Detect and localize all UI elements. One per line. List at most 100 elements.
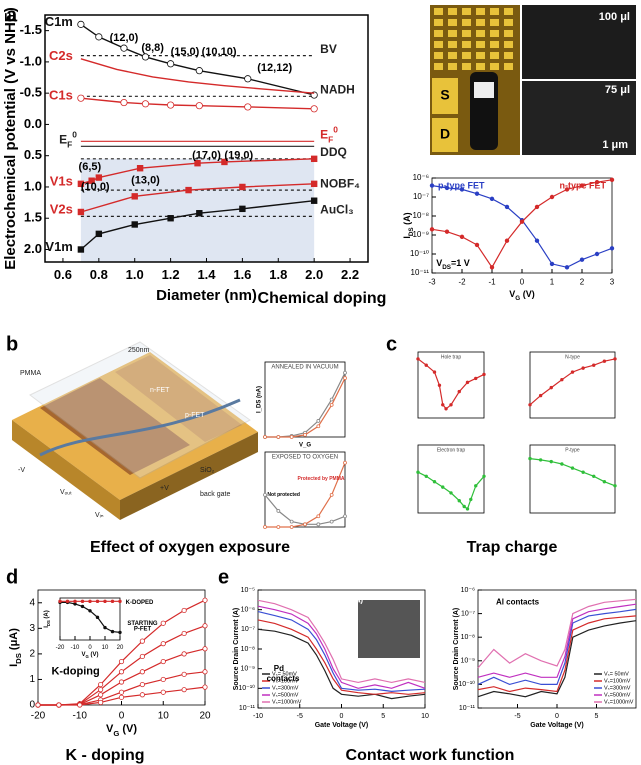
y-tick-label: 0.5 [24, 147, 42, 162]
marker [182, 631, 186, 635]
marker [311, 156, 317, 162]
annotation: P-FET [134, 627, 152, 633]
marker [317, 515, 320, 518]
marker [450, 492, 453, 495]
marker [582, 471, 585, 474]
marker [535, 239, 539, 243]
marker [203, 685, 207, 689]
text-part: (μA) [8, 628, 20, 653]
marker [119, 695, 123, 699]
marker [104, 626, 107, 629]
marker [57, 703, 61, 707]
legend-label: n-type FET [560, 180, 607, 190]
annotation: (10,0) [81, 181, 110, 193]
marker [483, 373, 486, 376]
pad [434, 52, 443, 59]
device-label: Vₒᵤₜ [60, 489, 72, 496]
x-tick-label: 1.8 [269, 267, 287, 282]
x-tick-label: -1 [488, 277, 496, 286]
x-tick-label: 1 [550, 277, 555, 286]
marker [505, 205, 509, 209]
series-label: V1s [50, 173, 73, 188]
y-tick-label: 0.0 [24, 116, 42, 131]
x-tick-label: 2 [580, 277, 585, 286]
marker [78, 21, 84, 27]
caption: Effect of oxygen exposure [90, 539, 290, 556]
chart-title: Electron trap [437, 447, 466, 453]
marker [119, 670, 123, 674]
text-part: DS [14, 653, 23, 664]
marker [614, 485, 617, 488]
pad [448, 19, 457, 26]
marker [161, 659, 165, 663]
marker [167, 102, 173, 108]
marker [239, 206, 245, 212]
pad [434, 30, 443, 37]
marker [417, 471, 420, 474]
marker [66, 600, 69, 603]
chart-title: P-type [565, 447, 580, 453]
marker [245, 104, 251, 110]
marker [311, 181, 317, 187]
marker [330, 403, 333, 406]
marker [483, 475, 486, 478]
annotation: (15,0) [171, 46, 200, 58]
pad [476, 52, 485, 59]
pad [476, 8, 485, 15]
marker [475, 243, 479, 247]
panel-letter: e [218, 566, 229, 588]
y-tick-label: 10⁻⁶ [413, 173, 429, 182]
marker [311, 198, 317, 204]
y-tick-label: 10⁻⁷ [413, 192, 429, 201]
text-part: =1 V [451, 258, 470, 268]
marker [344, 461, 347, 464]
pad [490, 52, 499, 59]
device-label: 250nm [128, 347, 150, 354]
marker [592, 364, 595, 367]
marker [417, 358, 420, 361]
marker [304, 523, 307, 526]
marker [264, 526, 267, 529]
pad [490, 63, 499, 70]
x-tick-label: -5 [514, 713, 520, 720]
marker [96, 34, 102, 40]
marker [290, 436, 293, 439]
marker [96, 600, 99, 603]
pad [504, 19, 513, 26]
marker [603, 360, 606, 363]
pad [504, 52, 513, 59]
x-tick-label: 0 [340, 713, 344, 720]
marker [571, 371, 574, 374]
marker [445, 407, 448, 410]
legend-label: Vₛ=500mV [604, 692, 631, 698]
marker [74, 600, 77, 603]
x-tick-label: 5 [381, 713, 385, 720]
marker [185, 187, 191, 193]
x-tick-label: 1.0 [126, 267, 144, 282]
annotation: Not protected [267, 492, 300, 498]
marker [98, 687, 102, 691]
pad [504, 8, 513, 15]
series-label: V1m [45, 239, 72, 254]
marker [474, 485, 477, 488]
marker [595, 252, 599, 256]
y-tick-label: 4 [29, 597, 35, 608]
marker [505, 239, 509, 243]
marker [330, 493, 333, 496]
marker [196, 102, 202, 108]
chart-title: N-type [565, 354, 580, 360]
image-label: S [440, 87, 449, 103]
marker [96, 231, 102, 237]
device-label: PMMA [20, 370, 41, 377]
y-tick-label: 10⁻⁸ [461, 634, 475, 641]
image-label: 100 μl [599, 11, 630, 23]
x-tick-label: -3 [428, 277, 436, 286]
x-tick-label: -20 [56, 645, 65, 651]
marker [104, 600, 107, 603]
series-label: C2s [49, 48, 73, 63]
y-tick-label: 10⁻¹⁰ [238, 684, 255, 692]
reference-label: NADH [320, 82, 355, 96]
y-tick-label: 2.0 [24, 241, 42, 256]
legend-label: Vₛ=300mV [272, 685, 299, 691]
marker [132, 221, 138, 227]
